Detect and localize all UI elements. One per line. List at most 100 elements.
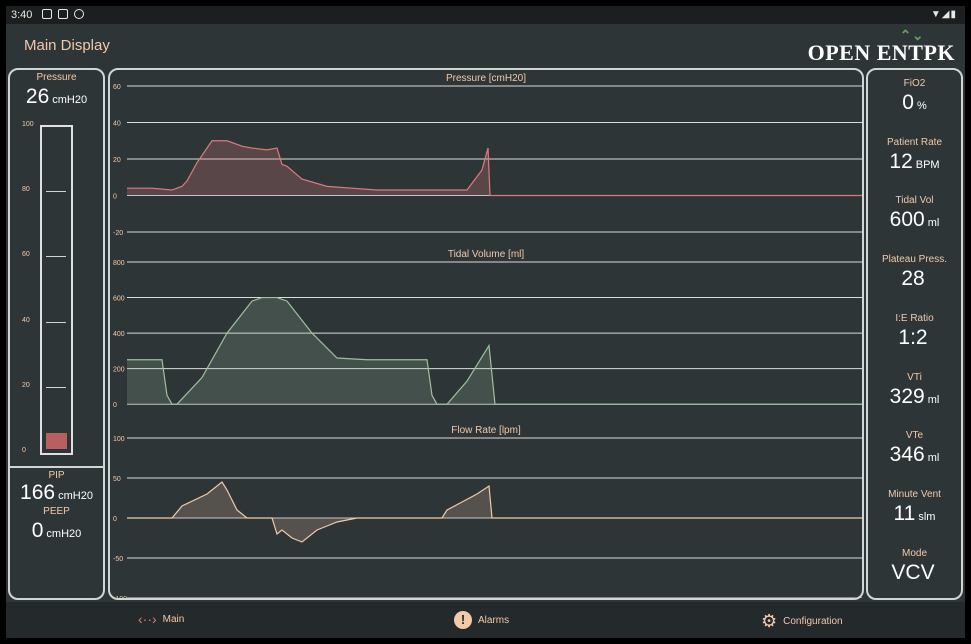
patient-rate-block: Patient Rate 12 BPM — [868, 137, 961, 174]
mode-block: Mode VCV — [868, 548, 961, 585]
fio2-block: FiO2 0% — [868, 78, 961, 115]
chart-2: 100 50 0 -50 -100 Flow Rate [lpm] — [113, 425, 862, 603]
pip-value: 166 — [20, 481, 56, 504]
gauge-tick-label: 20 — [22, 381, 30, 389]
minute-vent-block: Minute Vent 11 slm — [868, 489, 961, 526]
status-time: 3:40 — [11, 9, 33, 21]
pressure-panel: Pressure 26 cmH20 100 80 60 40 20 0 PIP 166 cmH… — [8, 68, 105, 600]
pressure-readout: 26 cmH20 — [10, 85, 103, 109]
plateau-press-value: 28 — [901, 267, 925, 291]
minute-vent-readout: 11 slm — [868, 502, 961, 526]
nav-main-button[interactable]: ‹··› Main — [138, 611, 184, 627]
waveform-area — [127, 140, 862, 196]
mode-value: VCV — [891, 560, 935, 584]
waveform-area — [127, 297, 862, 405]
sync-icon — [74, 9, 84, 19]
ie-ratio-label: I:E Ratio — [895, 312, 934, 324]
tidal-vol-label: Tidal Vol — [895, 195, 934, 207]
gauge-tick — [46, 256, 66, 258]
gauge-tick — [46, 321, 66, 323]
gauge-tick-label: 40 — [22, 316, 30, 324]
vte-block: VTe 346 ml — [868, 430, 961, 467]
y-tick-label: 600 — [113, 296, 125, 303]
vte-value: 346 — [889, 443, 925, 467]
y-tick-label: 800 — [113, 260, 125, 267]
minute-vent-unit: slm — [918, 510, 936, 523]
y-tick-label: 60 — [113, 84, 121, 91]
chart-title: Pressure [cmH20] — [446, 73, 526, 84]
patient-rate-value: 12 — [889, 149, 913, 173]
waveform-line — [127, 481, 862, 543]
gauge-tick-label: 0 — [22, 447, 26, 454]
ie-ratio-block: I:E Ratio 1:2 — [868, 313, 961, 350]
y-tick-label: 0 — [113, 194, 117, 201]
y-tick-label: 100 — [113, 436, 125, 443]
bottom-navigation: ‹··› Main ! Alarms ⚙ Configuration — [6, 602, 965, 638]
y-tick-label: 400 — [113, 331, 125, 338]
signal-battery-icon: ▼◢▮ — [930, 9, 957, 20]
nav-configuration-button[interactable]: ⚙ Configuration — [761, 611, 843, 632]
alarm-icon: ! — [454, 611, 472, 629]
fio2-readout: 0% — [868, 91, 961, 115]
logo-mark-icon: ⌃⌄ — [899, 29, 925, 44]
gauge-tick-label: 80 — [22, 186, 30, 194]
vte-label: VTe — [905, 430, 924, 442]
chart-title: Flow Rate [lpm] — [451, 425, 521, 436]
status-bar: 3:40 ▼◢▮ — [6, 6, 965, 24]
nav-configuration-label: Configuration — [783, 616, 843, 627]
chart-1: 800 600 400 200 0 Tidal Volume [ml] — [113, 249, 862, 409]
main-arrows-icon: ‹··› — [138, 611, 157, 627]
gauge-tick — [46, 386, 66, 388]
nav-main-label: Main — [162, 613, 185, 625]
vti-label: VTi — [907, 371, 922, 383]
y-tick-label: 50 — [113, 476, 121, 483]
waveform-panel: 60 40 20 0 -20 Pressure [cmH20] 800 600 400 200 0 T… — [108, 68, 864, 603]
divider — [10, 466, 103, 468]
vte-unit: ml — [927, 452, 940, 465]
tidal-vol-readout: 600 ml — [868, 208, 961, 232]
ie-ratio-value: 1:2 — [898, 325, 928, 349]
page-title: Main Display — [24, 37, 110, 54]
chart-0: 60 40 20 0 -20 Pressure [cmH20] — [113, 73, 862, 237]
waveform-area — [127, 482, 862, 542]
notification-a-icon — [42, 9, 52, 19]
fio2-label: FiO2 — [903, 78, 926, 89]
y-tick-label: -100 — [113, 596, 127, 598]
vti-block: VTi 329 ml — [868, 372, 961, 409]
fio2-unit: % — [916, 100, 927, 112]
y-tick-label: 0 — [113, 516, 117, 523]
tidal-vol-unit: ml — [927, 217, 940, 230]
mode-label: Mode — [901, 547, 927, 559]
tidal-vol-value: 600 — [889, 208, 925, 232]
gauge-tick-label: 60 — [22, 251, 30, 259]
parameters-panel: FiO2 0% Patient Rate 12 BPM Tidal Vol 600 ml Pla… — [866, 68, 963, 600]
chart-title: Tidal Volume [ml] — [448, 249, 525, 260]
y-tick-label: -50 — [113, 556, 123, 563]
patient-rate-readout: 12 BPM — [868, 150, 961, 174]
gauge-tick — [46, 191, 66, 193]
peep-label: PEEP — [43, 506, 70, 517]
patient-rate-unit: BPM — [915, 158, 940, 171]
y-tick-label: 0 — [113, 402, 117, 409]
mode-readout: VCV — [868, 561, 961, 585]
minute-vent-value: 11 — [893, 501, 916, 525]
pressure-unit: cmH20 — [52, 94, 88, 106]
plateau-press-label: Plateau Press. — [881, 254, 948, 266]
openventpk-logo: OPEN ENTPK ⌃⌄ — [807, 29, 955, 65]
plateau-press-readout: 28 — [868, 267, 961, 291]
pressure-gauge — [40, 125, 73, 455]
pip-unit: cmH20 — [58, 490, 93, 502]
y-tick-label: 200 — [113, 367, 125, 374]
y-tick-label: -20 — [113, 230, 123, 237]
vti-readout: 329 ml — [868, 385, 961, 409]
vti-unit: ml — [927, 393, 940, 406]
pip-readout: 166 cmH20 — [10, 481, 103, 505]
y-tick-label: 20 — [113, 157, 121, 164]
peep-readout: 0 cmH20 — [10, 519, 103, 543]
plateau-press-block: Plateau Press. 28 — [868, 254, 961, 291]
pressure-value: 26 — [25, 85, 50, 108]
nav-alarms-button[interactable]: ! Alarms — [454, 611, 509, 629]
waveform-line — [127, 296, 862, 405]
peep-unit: cmH20 — [46, 528, 82, 540]
